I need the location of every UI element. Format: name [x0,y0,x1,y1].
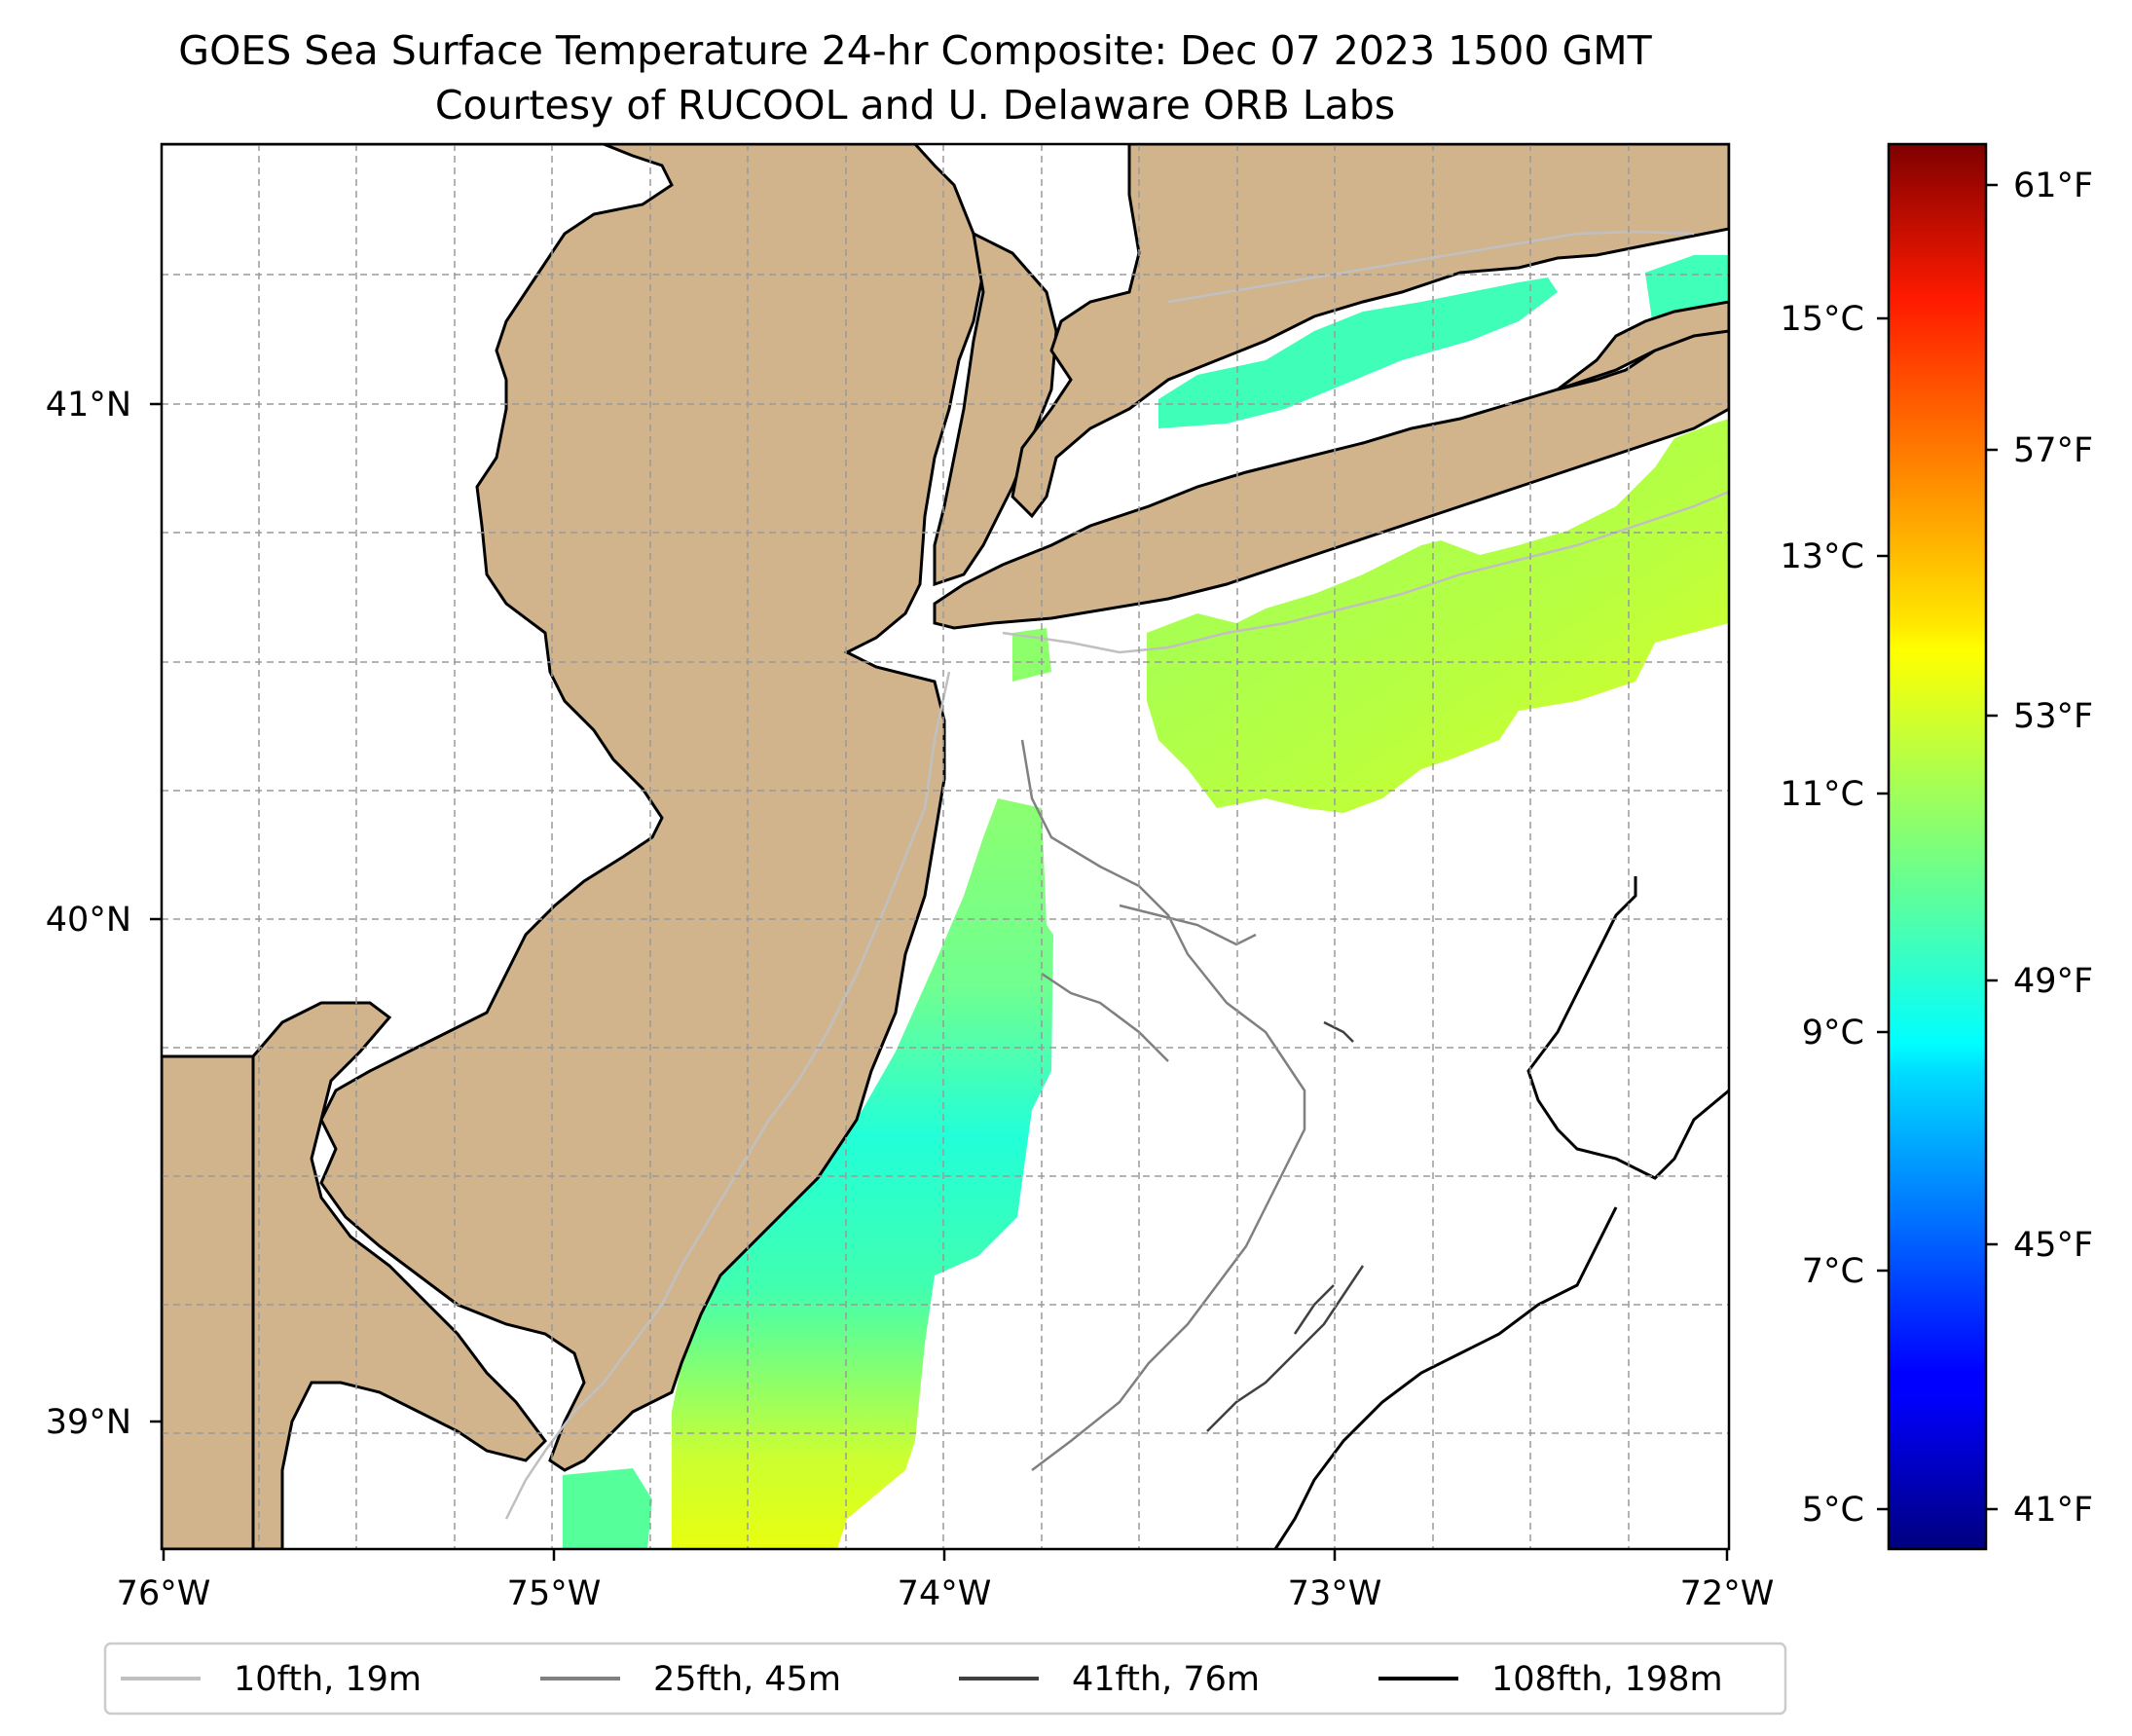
map-title: GOES Sea Surface Temperature 24-hr Compo… [178,27,1652,74]
bathymetry-41fth [1206,1020,1365,1432]
sst-bottom-patch [563,1468,652,1549]
colorbar-c-label: 7°C [1802,1252,1864,1291]
colorbar-c-label: 5°C [1802,1491,1864,1530]
lon-label-74w: 74°W [898,1574,992,1613]
colorbar-c-label: 15°C [1781,300,1864,339]
lat-label-40n: 40°N [46,901,131,940]
colorbar-c-label: 11°C [1781,775,1864,814]
colorbar-f-label: 61°F [2013,166,2093,205]
lat-label-41n: 41°N [46,386,131,425]
legend-label-41fth: 41fth, 76m [1072,1660,1260,1699]
land-new-york [933,231,1058,587]
colorbar [1887,142,1988,1551]
axis-ticks [150,402,1729,1561]
colorbar-f-label: 45°F [2013,1226,2093,1265]
colorbar-f-label: 49°F [2013,962,2093,1001]
lon-label-72w: 72°W [1680,1574,1775,1613]
sst-hudson-canyon-patch [1147,419,1729,813]
colorbar-f-label: 41°F [2013,1491,2093,1530]
sst-long-island-sound-patch [1158,277,1558,428]
lon-label-75w: 75°W [507,1574,602,1613]
land-new-jersey [162,144,985,1472]
colorbar-f-label: 57°F [2013,431,2093,470]
colorbar-c-label: 9°C [1802,1014,1864,1053]
bathymetry-108fth [1273,876,1729,1549]
map-area [162,144,1729,1549]
map-gridlines [162,144,1729,1549]
bathymetry-10fth [504,230,1729,1520]
lon-label-73w: 73°W [1288,1574,1382,1613]
legend-label-108fth: 108fth, 198m [1491,1660,1723,1699]
lon-label-76w: 76°W [117,1574,211,1613]
legend-box [103,1642,1787,1716]
sst-nj-shelf-patch [672,798,1053,1549]
colorbar-f-label: 53°F [2013,697,2093,736]
colorbar-c-label: 13°C [1781,537,1864,576]
land-delaware [162,1054,255,1549]
bathymetry-25fth [1020,739,1306,1471]
colorbar-ticks [1877,183,1998,1511]
map-subtitle: Courtesy of RUCOOL and U. Delaware ORB L… [434,82,1396,129]
land-north-fork [1557,300,1729,391]
legend-label-10fth: 10fth, 19m [234,1660,422,1699]
legend-label-25fth: 25fth, 45m [653,1660,841,1699]
lat-label-39n: 39°N [46,1403,131,1442]
land-delmarva [251,1001,547,1549]
